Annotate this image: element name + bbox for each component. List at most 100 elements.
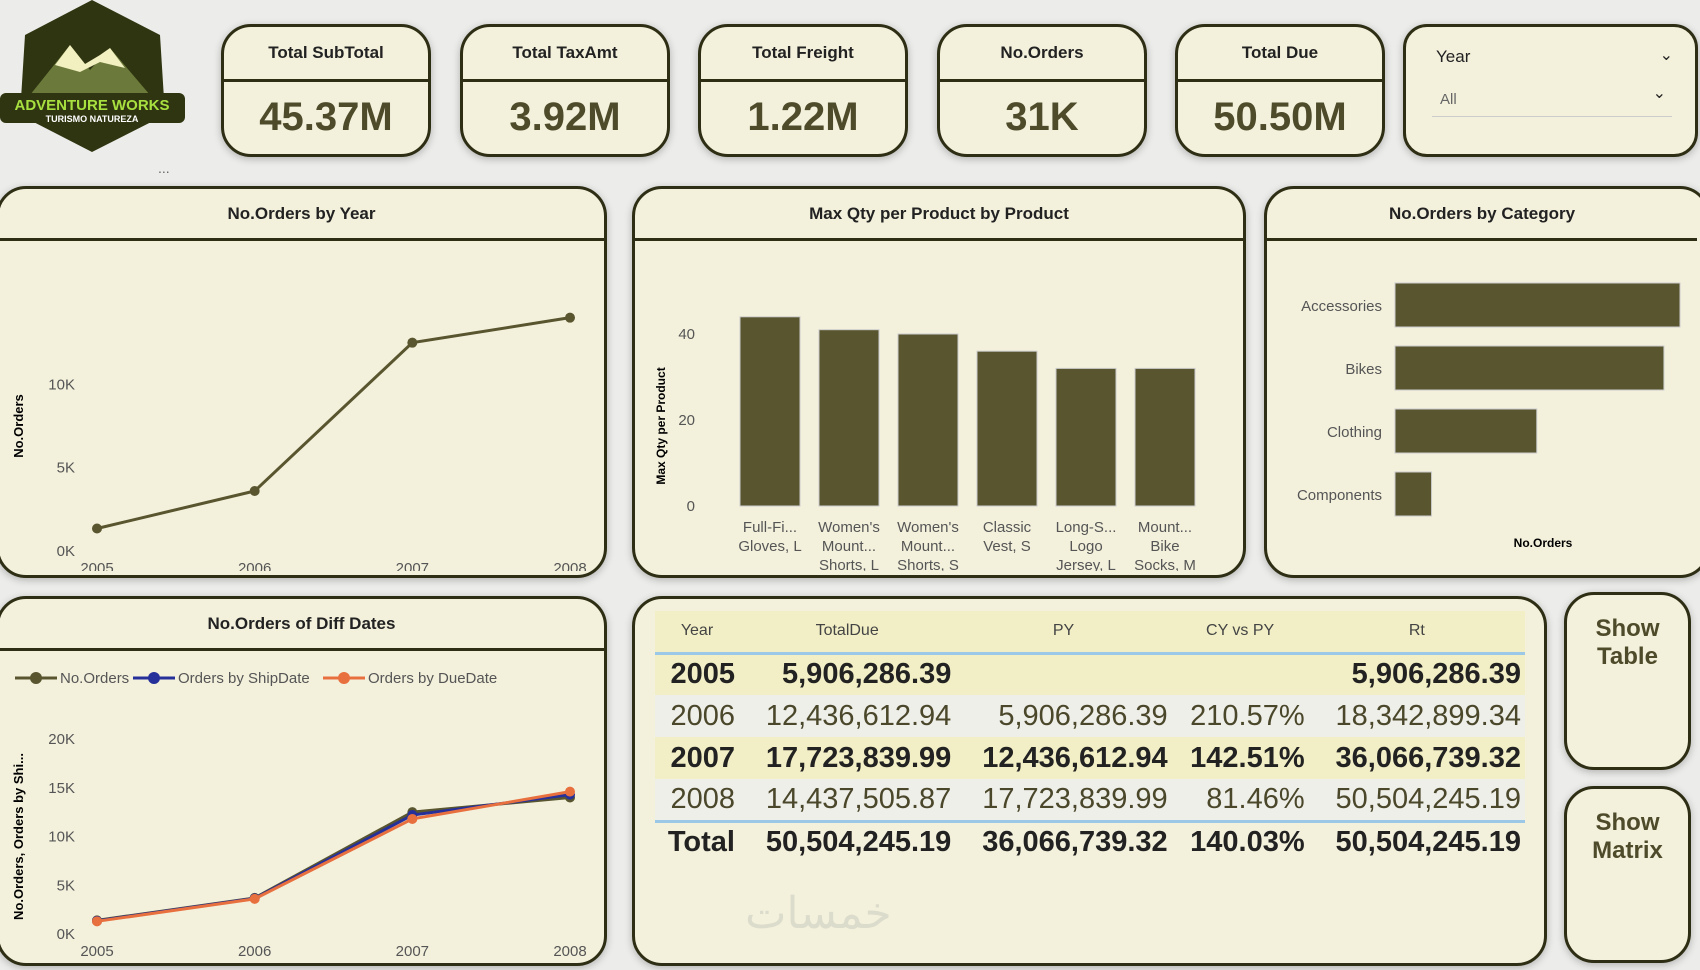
- slicer-dropdown[interactable]: All ⌄: [1432, 83, 1672, 117]
- x-axis-title: No.Orders: [1514, 536, 1573, 550]
- panel-title: No.Orders of Diff Dates: [0, 599, 604, 651]
- column-header[interactable]: CY vs PY: [1171, 611, 1309, 655]
- kpi-title: Total Due: [1178, 27, 1382, 82]
- x-tick-label: 2005: [80, 943, 113, 960]
- panel-title: No.Orders by Category: [1267, 189, 1697, 241]
- column-header[interactable]: PY: [955, 611, 1172, 655]
- kpi-title: Total Freight: [701, 27, 905, 82]
- totaldue-table-panel: Year TotalDue PY CY vs PY Rt 2005 5,906,286.39…: [632, 596, 1547, 966]
- y-axis-title: Max Qty per Product: [654, 367, 668, 484]
- data-point: [407, 337, 418, 348]
- slicer-value: All: [1440, 91, 1457, 108]
- y-tick-label: 20: [678, 412, 695, 429]
- svg-text:ADVENTURE WORKS: ADVENTURE WORKS: [14, 97, 169, 114]
- y-axis-title: No.Orders: [11, 394, 26, 458]
- table-cell: 142.51%: [1171, 737, 1309, 779]
- series-line: [96, 790, 571, 923]
- y-tick-label: 40: [678, 326, 695, 343]
- legend-label: Orders by DueDate: [368, 670, 497, 687]
- x-tick-label: Women's Mount... Shorts, S: [897, 519, 959, 571]
- x-tick-label: 2006: [238, 560, 271, 571]
- y-tick-label: 10K: [48, 376, 75, 393]
- table-cell: 12,436,612.94: [955, 737, 1172, 779]
- kpi-card: Total Due 50.50M: [1175, 24, 1385, 157]
- table-cell: 17,723,839.99: [955, 779, 1172, 821]
- bar: [1394, 282, 1681, 328]
- more-options-button[interactable]: ...: [158, 160, 170, 176]
- kpi-value: 1.22M: [747, 95, 859, 139]
- table-cell: 2005: [655, 653, 739, 695]
- table-cell: 2008: [655, 779, 739, 821]
- x-tick-label: 2007: [396, 943, 429, 960]
- x-tick-label: Mount... Bike Socks, M: [1134, 519, 1196, 571]
- bar: [818, 329, 880, 507]
- x-tick-label: 2007: [396, 560, 429, 571]
- x-tick-label: 2008: [553, 943, 586, 960]
- x-tick-label: Women's Mount... Shorts, L: [818, 519, 880, 571]
- show-table-button[interactable]: Show Table: [1564, 592, 1691, 770]
- table-cell: 5,906,286.39: [1308, 653, 1525, 695]
- kpi-value: 31K: [1005, 95, 1079, 139]
- watermark: خمسات: [745, 889, 892, 938]
- year-slicer[interactable]: Year ⌄ All ⌄: [1403, 24, 1698, 157]
- y-tick-label: Accessories: [1301, 298, 1382, 315]
- x-tick-label: 2006: [238, 943, 271, 960]
- table-cell: [955, 653, 1172, 695]
- table-row: 2006 12,436,612.94 5,906,286.39 210.57% 18,3…: [655, 695, 1525, 737]
- column-header[interactable]: Rt: [1308, 611, 1525, 655]
- max-qty-panel: Max Qty per Product by Product 0 20 40 Max …: [632, 186, 1246, 578]
- kpi-card: Total TaxAmt 3.92M: [460, 24, 670, 157]
- table-cell: 5,906,286.39: [955, 695, 1172, 737]
- data-point: [407, 813, 418, 824]
- totaldue-table: Year TotalDue PY CY vs PY Rt 2005 5,906,286.39…: [655, 611, 1525, 863]
- kpi-value: 3.92M: [509, 95, 621, 139]
- data-point: [249, 893, 260, 904]
- table-row: 2007 17,723,839.99 12,436,612.94 142.51% 36,…: [655, 737, 1525, 779]
- column-header[interactable]: Year: [655, 611, 739, 655]
- table-cell: 50,504,245.19: [1308, 779, 1525, 821]
- x-tick-label: Full-Fi... Gloves, L: [738, 519, 801, 555]
- y-tick-label: 5K: [57, 877, 75, 894]
- y-tick-label: Components: [1297, 487, 1382, 504]
- orders-by-category-panel: No.Orders by Category Accessories Bikes Cl…: [1264, 186, 1700, 578]
- y-axis-title: No.Orders, Orders by Shi...: [11, 753, 26, 920]
- slicer-label: Year: [1436, 47, 1471, 66]
- table-cell: 36,066,739.32: [1308, 737, 1525, 779]
- kpi-value: 50.50M: [1213, 95, 1347, 139]
- bar: [1394, 408, 1538, 454]
- x-tick-label: Long-S... Logo Jersey, L: [1056, 519, 1117, 571]
- chevron-down-icon: ⌄: [1652, 85, 1666, 102]
- bar: [1055, 367, 1117, 507]
- data-point: [565, 312, 575, 323]
- legend-marker: [148, 672, 160, 684]
- y-tick-label: 10K: [48, 829, 75, 846]
- column-header[interactable]: TotalDue: [739, 611, 956, 655]
- total-cell: 50,504,245.19: [739, 819, 956, 863]
- total-row: Total 50,504,245.19 36,066,739.32 140.03% 50…: [655, 819, 1525, 863]
- legend-label: Orders by ShipDate: [178, 670, 310, 687]
- y-tick-label: 0: [687, 498, 695, 515]
- kpi-value: 45.37M: [259, 95, 393, 139]
- kpi-title: Total SubTotal: [224, 27, 428, 82]
- panel-title: No.Orders by Year: [0, 189, 604, 241]
- chevron-up-icon[interactable]: ⌄: [1659, 47, 1673, 64]
- table-cell: 12,436,612.94: [739, 695, 956, 737]
- table-cell: 18,342,899.34: [1308, 695, 1525, 737]
- x-tick-label: 2005: [80, 560, 113, 571]
- legend-label: No.Orders: [60, 670, 129, 687]
- table-cell: [1171, 653, 1309, 695]
- table-cell: 5,906,286.39: [739, 653, 956, 695]
- show-matrix-button[interactable]: Show Matrix: [1564, 786, 1691, 963]
- data-point: [249, 486, 260, 496]
- y-tick-label: Clothing: [1327, 424, 1382, 441]
- bar: [1394, 345, 1665, 391]
- table-row: 2005 5,906,286.39 5,906,286.39: [655, 653, 1525, 695]
- bar: [897, 333, 959, 507]
- table-cell: 17,723,839.99: [739, 737, 956, 779]
- data-point: [92, 523, 102, 534]
- data-point: [565, 786, 575, 797]
- total-cell: 140.03%: [1171, 819, 1309, 863]
- total-cell: 50,504,245.19: [1308, 819, 1525, 863]
- data-point: [92, 916, 102, 927]
- legend-marker: [338, 672, 350, 684]
